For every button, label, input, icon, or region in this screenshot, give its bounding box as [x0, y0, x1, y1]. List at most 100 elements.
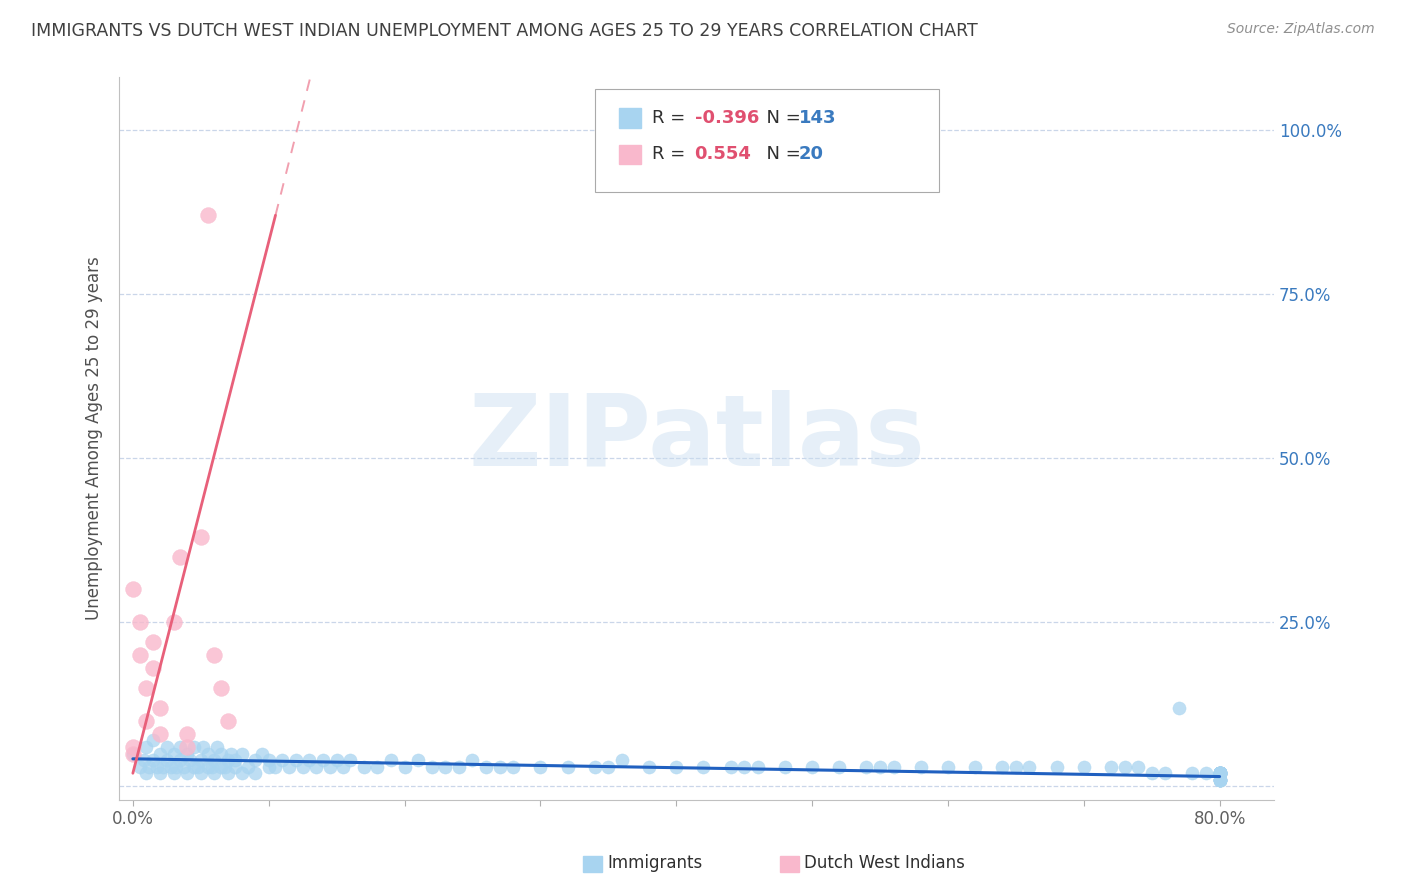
Y-axis label: Unemployment Among Ages 25 to 29 years: Unemployment Among Ages 25 to 29 years — [86, 257, 103, 620]
Point — [869, 760, 891, 774]
Point — [284, 753, 307, 767]
Text: N =: N = — [755, 109, 807, 127]
Point — [1208, 766, 1230, 780]
Point — [1208, 766, 1230, 780]
Point — [1208, 766, 1230, 780]
Text: IMMIGRANTS VS DUTCH WEST INDIAN UNEMPLOYMENT AMONG AGES 25 TO 29 YEARS CORRELATI: IMMIGRANTS VS DUTCH WEST INDIAN UNEMPLOY… — [31, 22, 977, 40]
Point — [169, 739, 191, 754]
Point — [250, 747, 273, 761]
Point — [217, 714, 239, 728]
Point — [312, 753, 335, 767]
Point — [665, 760, 688, 774]
Point — [406, 753, 429, 767]
Point — [205, 739, 228, 754]
Point — [176, 747, 198, 761]
Point — [325, 753, 347, 767]
Point — [202, 766, 225, 780]
Point — [121, 582, 143, 597]
Point — [1140, 766, 1163, 780]
Point — [176, 727, 198, 741]
Point — [305, 760, 328, 774]
Point — [380, 753, 402, 767]
Point — [138, 760, 160, 774]
Point — [197, 760, 219, 774]
Point — [434, 760, 457, 774]
Point — [173, 760, 195, 774]
Point — [135, 681, 157, 695]
Point — [128, 648, 150, 662]
Point — [278, 760, 301, 774]
Point — [598, 760, 620, 774]
Point — [461, 753, 484, 767]
Point — [190, 753, 212, 767]
Point — [638, 760, 661, 774]
Point — [1208, 766, 1230, 780]
Point — [1208, 766, 1230, 780]
Text: N =: N = — [755, 145, 807, 163]
Point — [187, 760, 209, 774]
Point — [193, 739, 215, 754]
Point — [692, 760, 714, 774]
Point — [1073, 760, 1095, 774]
Point — [217, 753, 239, 767]
Point — [332, 760, 354, 774]
Point — [219, 747, 242, 761]
Point — [201, 760, 224, 774]
Point — [1208, 766, 1230, 780]
Point — [162, 615, 184, 630]
Point — [883, 760, 905, 774]
Point — [1208, 772, 1230, 787]
Point — [121, 747, 143, 761]
Point — [1208, 772, 1230, 787]
Text: Immigrants: Immigrants — [607, 855, 703, 872]
Point — [197, 208, 219, 222]
Point — [339, 753, 361, 767]
Point — [176, 766, 198, 780]
Point — [135, 766, 157, 780]
Point — [243, 753, 266, 767]
Point — [1208, 772, 1230, 787]
Point — [1208, 766, 1230, 780]
Point — [1208, 766, 1230, 780]
Point — [271, 753, 294, 767]
Point — [910, 760, 932, 774]
Point — [747, 760, 769, 774]
Point — [169, 753, 191, 767]
Point — [291, 760, 314, 774]
Point — [202, 648, 225, 662]
Point — [1114, 760, 1136, 774]
Point — [557, 760, 579, 774]
Point — [1126, 760, 1149, 774]
Point — [162, 766, 184, 780]
Point — [162, 747, 184, 761]
Point — [1208, 766, 1230, 780]
Point — [801, 760, 824, 774]
Point — [132, 753, 155, 767]
Point — [142, 733, 165, 747]
Point — [366, 760, 388, 774]
Point — [1208, 766, 1230, 780]
Point — [1208, 766, 1230, 780]
Point — [121, 747, 143, 761]
Point — [319, 760, 342, 774]
Point — [1208, 766, 1230, 780]
Point — [1208, 766, 1230, 780]
Point — [264, 760, 287, 774]
Point — [583, 760, 606, 774]
Point — [197, 747, 219, 761]
Point — [1208, 766, 1230, 780]
Point — [160, 760, 183, 774]
Point — [1208, 766, 1230, 780]
Text: Dutch West Indians: Dutch West Indians — [804, 855, 965, 872]
Point — [1018, 760, 1040, 774]
Point — [149, 747, 172, 761]
Point — [257, 753, 280, 767]
Point — [936, 760, 959, 774]
Point — [190, 766, 212, 780]
Point — [135, 714, 157, 728]
Text: R =: R = — [652, 109, 692, 127]
Point — [183, 760, 205, 774]
Point — [733, 760, 755, 774]
Point — [156, 739, 179, 754]
Point — [165, 760, 187, 774]
